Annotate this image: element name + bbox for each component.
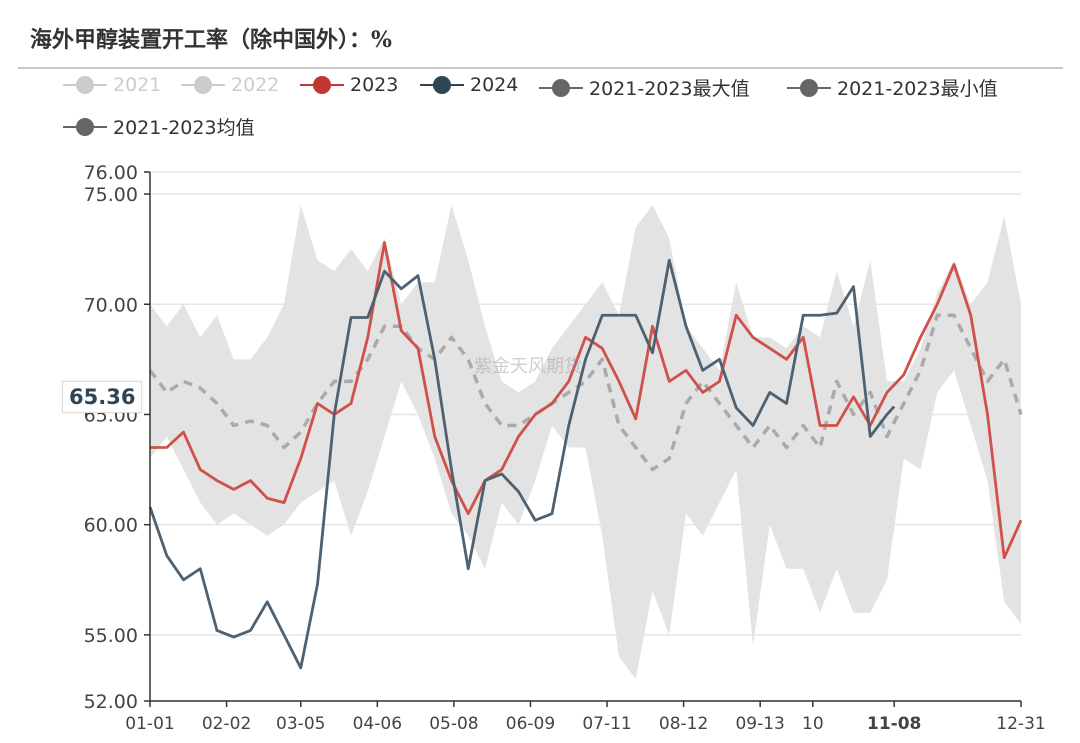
legend-item-2021[interactable]: 2021 [63, 74, 161, 96]
legend-marker-icon [300, 75, 344, 95]
title-divider [18, 67, 1063, 69]
y-tick-label: 76.00 [84, 162, 138, 184]
x-tick-label: 05-08 [429, 714, 478, 734]
y-tick-label: 52.00 [84, 691, 138, 713]
y-tick-label: 75.00 [84, 184, 138, 206]
x-tick-label: 07-11 [582, 714, 631, 734]
legend-label: 2022 [231, 74, 280, 96]
x-tick-label: 01-01 [125, 714, 174, 734]
legend-marker-icon [420, 75, 464, 95]
y-tick-label: 70.00 [84, 294, 138, 316]
legend-item-2024[interactable]: 2024 [420, 74, 518, 96]
legend-item-2022[interactable]: 2022 [181, 74, 279, 96]
legend-item-mean[interactable]: 2021-2023均值 [63, 113, 255, 140]
x-tick-label: 12-31 [996, 714, 1045, 734]
x-tick-label: 10 [802, 714, 824, 734]
chart-title: 海外甲醇装置开工率（除中国外）：% [30, 27, 392, 53]
series-line-2023 [150, 241, 1023, 560]
legend-item-2023[interactable]: 2023 [300, 74, 398, 96]
x-tick-label: 09-13 [735, 714, 784, 734]
legend-marker-icon [63, 117, 107, 137]
min-max-band [150, 205, 1021, 679]
x-tick-label: 08-12 [659, 714, 708, 734]
x-tick-label: 03-05 [276, 714, 325, 734]
legend-label: 2023 [350, 74, 399, 96]
y-axis-pointer-label: 65.36 [62, 381, 143, 413]
series-line-2021-2023均值 [148, 313, 1023, 472]
y-tick-label: 60.00 [84, 515, 138, 537]
watermark: 紫金天风期货 [474, 356, 582, 377]
x-axis-pointer-label: 11-08 [867, 714, 921, 734]
legend-marker-icon [539, 78, 583, 98]
legend-item-min[interactable]: 2021-2023最小值 [787, 74, 998, 101]
x-tick-label: 04-06 [353, 714, 402, 734]
legend-label: 2021-2023最小值 [837, 78, 998, 100]
legend-marker-icon [787, 78, 831, 98]
series-line-2024 [148, 258, 896, 670]
legend-label: 2021-2023均值 [113, 117, 255, 139]
legend-item-max[interactable]: 2021-2023最大值 [539, 74, 750, 101]
x-tick-label: 06-09 [506, 714, 555, 734]
legend-label: 2024 [470, 74, 519, 96]
x-tick-label: 02-02 [202, 714, 251, 734]
legend-marker-icon [181, 75, 225, 95]
y-tick-label: 55.00 [84, 625, 138, 647]
legend-marker-icon [63, 75, 107, 95]
legend-label: 2021-2023最大值 [589, 78, 750, 100]
legend-label: 2021 [113, 74, 162, 96]
